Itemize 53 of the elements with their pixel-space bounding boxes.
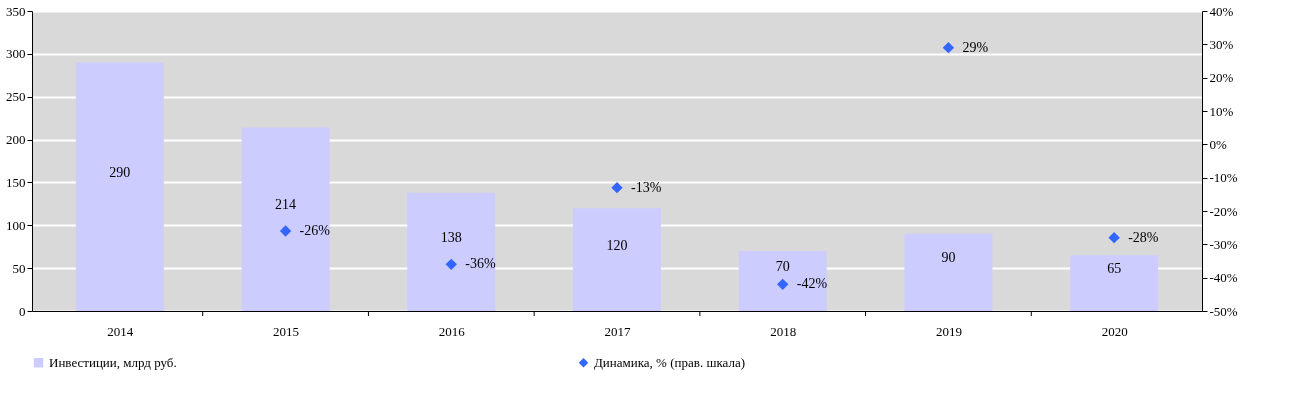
bar <box>75 62 164 311</box>
y2-tick-label: -30% <box>1209 236 1238 252</box>
data-label: 290 <box>109 164 131 180</box>
x-tick-label: 2019 <box>935 323 962 339</box>
y-tick-label: 200 <box>6 132 26 148</box>
point <box>279 225 292 237</box>
x-tick-label: 2016 <box>438 323 466 339</box>
data-label: -13% <box>631 179 662 195</box>
y2-tick-label: -20% <box>1209 203 1238 219</box>
bar <box>573 208 661 311</box>
y2-tick-label: -10% <box>1209 170 1238 186</box>
x-tick-label: 2018 <box>770 323 797 339</box>
y-tick-label: 250 <box>6 89 26 105</box>
data-label: 138 <box>440 229 462 245</box>
x-tick-label: 2015 <box>273 323 300 339</box>
bar <box>904 233 993 311</box>
data-label: -42% <box>796 276 828 292</box>
bar <box>407 192 496 311</box>
y2-tick-label: 0% <box>1209 136 1227 152</box>
legend-label: Инвестиции, млрд руб. <box>49 354 177 370</box>
data-label: 214 <box>275 197 297 213</box>
point <box>777 278 789 291</box>
y-tick-label: 50 <box>12 260 26 276</box>
y2-tick-label: 20% <box>1209 70 1234 86</box>
data-label: 120 <box>606 237 628 253</box>
data-label: 70 <box>775 259 790 274</box>
x-tick-label: 2014 <box>107 323 134 339</box>
x-tick-label: 2020 <box>1101 323 1128 339</box>
bar <box>1070 255 1159 311</box>
point <box>611 181 623 194</box>
y2-tick-label: -50% <box>1209 303 1238 319</box>
y2-tick-label: 40% <box>1209 3 1234 19</box>
y2-tick-label: 30% <box>1209 36 1234 52</box>
point <box>1108 231 1120 244</box>
data-label: -26% <box>299 223 331 238</box>
legend-label: Динамика, % (прав. шкала) <box>594 354 745 370</box>
x-tick-label: 2017 <box>604 323 631 339</box>
data-label: 65 <box>1107 261 1122 277</box>
bar <box>241 127 330 311</box>
y2-tick-label: 10% <box>1209 103 1234 119</box>
data-label: -28% <box>1128 229 1159 245</box>
y-tick-label: 0 <box>19 303 26 319</box>
data-label: 90 <box>941 250 956 266</box>
point <box>445 258 457 271</box>
y-tick-label: 100 <box>6 217 26 233</box>
y-tick-label: 350 <box>6 3 26 19</box>
bar <box>738 251 827 311</box>
data-label: -36% <box>465 256 496 272</box>
y-tick-label: 150 <box>6 174 26 190</box>
y2-tick-label: -40% <box>1209 270 1238 286</box>
point <box>942 41 955 54</box>
y-tick-label: 300 <box>6 46 26 62</box>
data-label: 29% <box>962 39 989 55</box>
